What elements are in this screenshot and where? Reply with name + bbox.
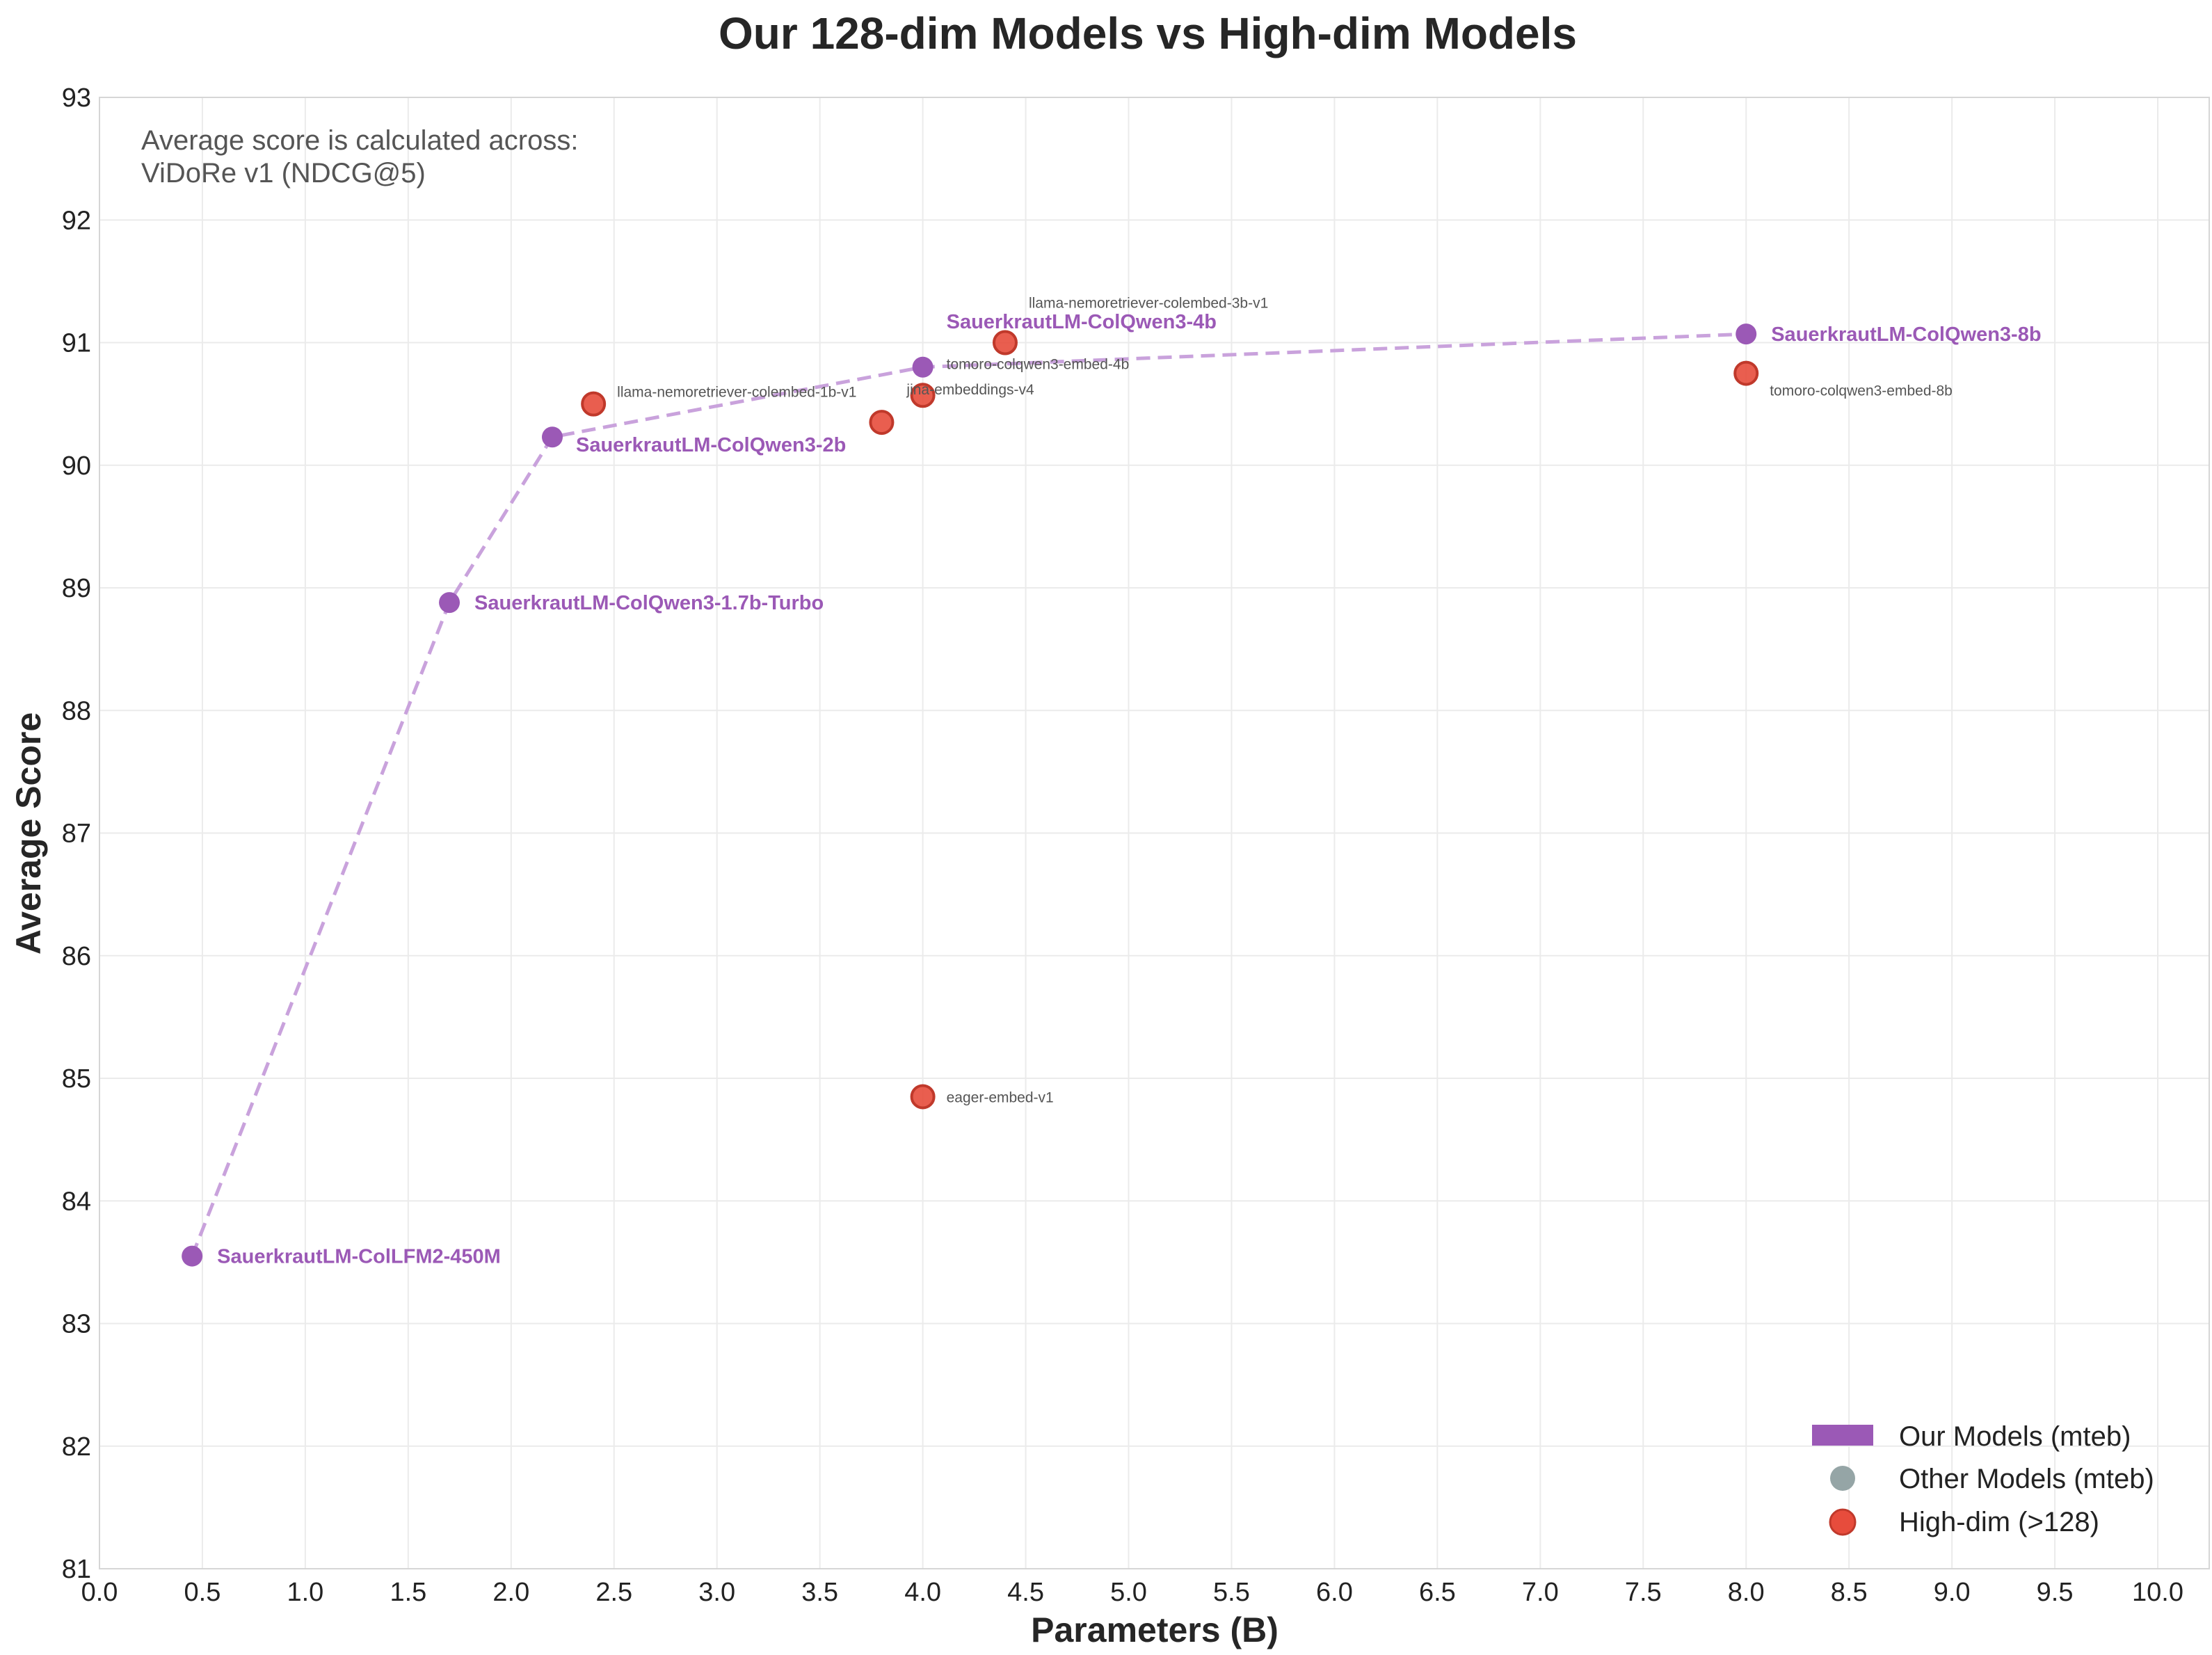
legend-label-our-models: Our Models (mteb) <box>1899 1421 2131 1452</box>
y-tick-label: 93 <box>62 83 91 113</box>
legend-swatch-high-dim <box>1829 1508 1857 1536</box>
x-tick-label: 5.5 <box>1213 1578 1250 1607</box>
x-tick-label: 0.0 <box>81 1578 118 1607</box>
y-tick-label: 81 <box>62 1555 91 1584</box>
legend: Our Models (mteb) Other Models (mteb) Hi… <box>1812 1421 2154 1537</box>
y-tick-label: 84 <box>62 1187 91 1216</box>
y-tick-label: 89 <box>62 574 91 603</box>
tick-layer: 0.0 0.5 1.0 1.5 2.0 2.5 3.0 3.5 4.0 4.5 5.0 5.5 6.0 6… <box>62 83 2183 1607</box>
x-axis-title: Parameters (B) <box>1031 1610 1279 1649</box>
our-models-trend-line <box>190 332 1747 1257</box>
x-tick-label: 1.0 <box>287 1578 323 1607</box>
legend-label-high-dim: High-dim (>128) <box>1899 1507 2099 1537</box>
high-dim-point-label: tomoro-colqwen3-embed-4b <box>947 356 1130 372</box>
x-tick-label: 7.0 <box>1522 1578 1559 1607</box>
our-model-point-label: SauerkrautLM-ColLFM2-450M <box>217 1246 501 1268</box>
high-dim-point <box>1733 360 1759 386</box>
high-dim-point <box>910 383 936 408</box>
y-tick-label: 91 <box>62 329 91 358</box>
annotation-line-1: Average score is calculated across: <box>141 125 578 156</box>
x-tick-label: 4.0 <box>904 1578 941 1607</box>
our-model-point-label: SauerkrautLM-ColQwen3-8b <box>1771 323 2041 346</box>
our-model-point <box>541 426 563 448</box>
grid-layer <box>99 97 2209 1569</box>
high-dim-point-label: eager-embed-v1 <box>947 1089 1054 1105</box>
x-tick-label: 9.0 <box>1934 1578 1971 1607</box>
legend-swatch-our-models <box>1812 1425 1873 1446</box>
our-model-point-label: SauerkrautLM-ColQwen3-4b <box>947 311 1217 333</box>
x-tick-label: 5.0 <box>1110 1578 1147 1607</box>
y-tick-label: 92 <box>62 206 91 235</box>
high-dim-point-label: tomoro-colqwen3-embed-8b <box>1770 383 1953 399</box>
our-model-point <box>1736 323 1757 345</box>
point-layer <box>182 323 1759 1267</box>
high-dim-point-label: llama-nemoretriever-colembed-1b-v1 <box>617 385 856 401</box>
y-tick-label: 87 <box>62 819 91 849</box>
line-layer <box>190 332 1747 1257</box>
legend-swatch-other-models <box>1830 1466 1855 1491</box>
high-dim-point-label: llama-nemoretriever-colembed-3b-v1 <box>1029 296 1268 312</box>
high-dim-point-label: jina-embeddings-v4 <box>906 382 1034 398</box>
x-tick-label: 6.0 <box>1316 1578 1353 1607</box>
y-axis-title: Average Score <box>9 712 48 954</box>
x-tick-label: 3.5 <box>801 1578 838 1607</box>
x-tick-label: 1.5 <box>390 1578 426 1607</box>
x-tick-label: 8.5 <box>1831 1578 1868 1607</box>
x-tick-label: 6.5 <box>1419 1578 1456 1607</box>
x-tick-label: 7.5 <box>1625 1578 1662 1607</box>
high-dim-point <box>910 1084 936 1110</box>
x-tick-label: 8.0 <box>1728 1578 1765 1607</box>
x-tick-label: 2.0 <box>492 1578 529 1607</box>
y-tick-label: 90 <box>62 451 91 481</box>
our-model-point <box>182 1245 203 1267</box>
legend-label-other-models: Other Models (mteb) <box>1899 1464 2154 1494</box>
y-tick-label: 85 <box>62 1064 91 1094</box>
y-tick-label: 86 <box>62 942 91 971</box>
high-dim-point <box>869 410 895 435</box>
x-tick-label: 2.5 <box>595 1578 632 1607</box>
our-model-point-label: SauerkrautLM-ColQwen3-2b <box>576 434 846 456</box>
high-dim-point <box>992 330 1018 355</box>
our-model-point <box>439 592 460 614</box>
x-tick-label: 4.5 <box>1007 1578 1044 1607</box>
x-tick-label: 9.5 <box>2037 1578 2074 1607</box>
x-tick-label: 3.0 <box>698 1578 735 1607</box>
chart-title: Our 128-dim Models vs High-dim Models <box>719 8 1577 58</box>
y-tick-label: 88 <box>62 696 91 726</box>
x-tick-label: 10.0 <box>2132 1578 2183 1607</box>
plot-frame <box>99 97 2210 1569</box>
annotation-line-2: ViDoRe v1 (NDCG@5) <box>141 158 426 189</box>
label-layer: llama-nemoretriever-colembed-1b-v1 jina-e… <box>217 296 2041 1268</box>
x-tick-label: 0.5 <box>184 1578 221 1607</box>
y-tick-label: 83 <box>62 1310 91 1339</box>
high-dim-point <box>581 391 607 417</box>
y-tick-label: 82 <box>62 1432 91 1462</box>
our-model-point-label: SauerkrautLM-ColQwen3-1.7b-Turbo <box>474 592 824 614</box>
our-model-point <box>912 356 933 378</box>
